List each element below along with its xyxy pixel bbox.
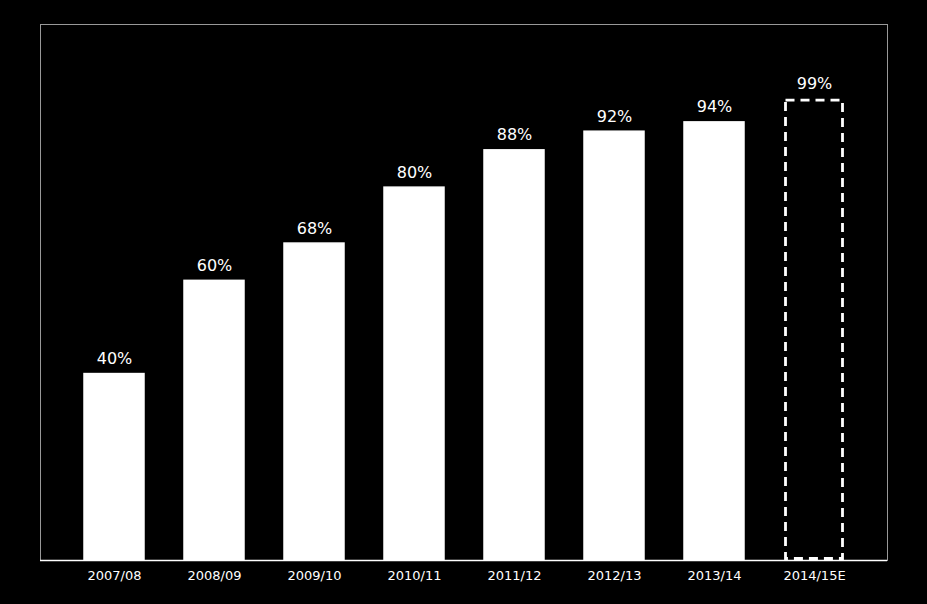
svg-text:60%: 60% [197,256,233,275]
svg-text:2008/09: 2008/09 [187,568,241,583]
svg-text:2009/10: 2009/10 [287,568,341,583]
svg-text:40%: 40% [97,349,133,368]
svg-text:99%: 99% [797,74,833,93]
svg-text:88%: 88% [497,125,533,144]
svg-text:68%: 68% [297,219,333,238]
svg-text:2012/13: 2012/13 [587,568,641,583]
svg-text:92%: 92% [597,107,633,126]
svg-text:2007/08: 2007/08 [87,568,141,583]
svg-text:2011/12: 2011/12 [487,568,541,583]
svg-text:2013/14: 2013/14 [687,568,741,583]
svg-text:2010/11: 2010/11 [387,568,441,583]
svg-text:80%: 80% [397,163,433,182]
svg-text:94%: 94% [697,97,733,116]
svg-text:2014/15E: 2014/15E [783,568,845,583]
